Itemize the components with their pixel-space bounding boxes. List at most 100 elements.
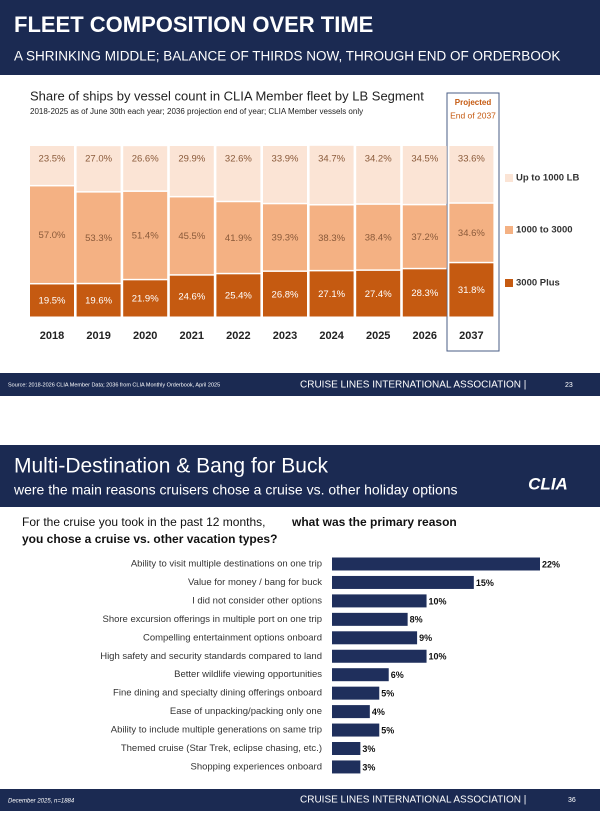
value-label: 37.2% [411,232,438,243]
bar-segment [356,146,401,204]
header-bar [0,0,600,75]
bar [332,760,361,774]
page-number: 23 [565,382,573,389]
legend-label: 1000 to 3000 [516,225,573,236]
bar-segment [356,270,401,317]
bar-segment [402,269,447,317]
value-label: 28.3% [411,288,438,299]
bar-segment [309,145,354,205]
bar-segment [402,205,447,268]
legend-label: 3000 Plus [516,278,560,289]
category-label: Shore excursion offerings in multiple po… [102,614,322,625]
value-label: 5% [381,689,394,699]
bar-segment [169,275,214,317]
chart-title: Share of ships by vessel count in CLIA M… [30,88,424,103]
x-tick-label: 2024 [319,330,344,342]
bar [332,631,418,645]
bar-segment [169,197,214,275]
category-label: High safety and security standards compa… [100,651,322,662]
category-label: Ability to include multiple generations … [111,725,322,736]
bar [332,705,370,719]
slide-title: FLEET COMPOSITION OVER TIME [14,12,373,37]
value-label: 45.5% [178,231,205,242]
source: December 2025, n=1884 [8,799,75,805]
source: Source: 2018-2026 CLIA Member Data; 2036… [8,382,220,388]
bar-segment [76,146,121,192]
category-label: Better wildlife viewing opportunities [174,669,322,680]
x-tick-label: 2020 [133,330,157,342]
bar [332,723,380,737]
chart-subtitle: 2018-2025 as of June 30th each year; 203… [30,107,363,116]
bar [332,649,427,663]
value-label: 3% [362,762,375,772]
legend-label: Up to 1000 LB [516,173,579,184]
value-label: 25.4% [225,291,252,302]
bar-segment [169,146,214,196]
x-tick-label: 2023 [273,330,297,342]
bar-segment [356,204,401,270]
value-label: 34.5% [411,154,438,165]
footer-org: CRUISE LINES INTERNATIONAL ASSOCIATION | [300,795,526,806]
value-label: 10% [429,596,447,606]
value-label: 39.3% [272,233,299,244]
bar [332,668,389,682]
bar-segment [263,271,307,317]
footer-org: CRUISE LINES INTERNATIONAL ASSOCIATION | [300,380,526,391]
footer-bar [0,373,600,396]
x-tick-label: 2018 [40,330,64,342]
x-tick-label: 2026 [413,330,437,342]
value-label: 26.8% [272,289,299,300]
annotation: End of 2037 [450,110,496,120]
value-label: 27.1% [318,289,345,300]
value-label: 5% [381,725,394,735]
bar-segment [449,263,494,317]
x-tick-label: 2037 [459,330,483,342]
bar [332,686,380,700]
value-label: 53.3% [85,233,112,244]
bar-segment [216,202,261,273]
bar-segment [449,146,494,203]
bar [332,594,427,608]
value-label: 9% [419,633,432,643]
value-label: 32.6% [225,154,252,165]
slide-title: Multi-Destination & Bang for Buck [14,455,328,478]
bar-segment [76,284,121,317]
bar-segment [309,205,354,270]
value-label: 4% [372,707,385,717]
value-label: 15% [476,578,494,588]
x-tick-label: 2022 [226,330,250,342]
value-label: 34.2% [365,154,392,165]
value-label: 24.6% [178,291,205,302]
category-label: Ease of unpacking/packing only one [170,706,322,717]
legend-swatch [505,174,513,182]
bar-segment [263,204,307,271]
question-emphasis: you chose a cruise vs. other vacation ty… [22,532,277,546]
bar-segment [123,191,168,279]
bar-segment [30,284,74,317]
value-label: 19.5% [39,296,66,307]
bar-segment [30,186,74,283]
category-label: Themed cruise (Star Trek, eclipse chasin… [121,743,322,754]
value-label: 23.5% [39,154,66,165]
annotation: Projected [455,98,492,107]
bar-segment [123,146,168,191]
projected-box [446,92,500,352]
bar [332,575,474,589]
footer-bar [0,789,600,811]
value-label: 57.0% [39,230,66,241]
value-label: 38.4% [365,232,392,243]
value-label: 31.8% [458,285,485,296]
legend-swatch [505,226,513,234]
value-label: 26.6% [132,154,159,165]
value-label: 6% [391,670,404,680]
bar-segment [123,280,168,317]
bar [332,742,361,755]
bar [332,557,540,571]
bar [332,612,408,626]
value-label: 33.9% [272,154,299,165]
value-label: 29.9% [178,154,205,165]
question-emphasis: what was the primary reason [291,515,457,529]
slide-subtitle: were the main reasons cruisers chose a c… [13,482,458,498]
legend-swatch [505,279,513,287]
